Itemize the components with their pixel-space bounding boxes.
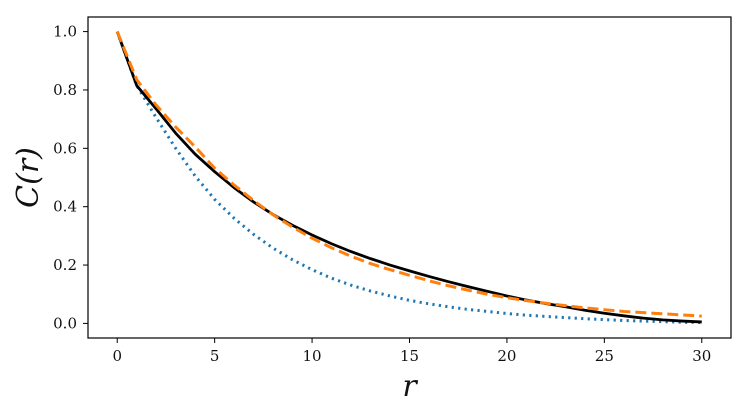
y-tick-label: 0.6 bbox=[53, 139, 77, 157]
series-line-dashed bbox=[115, 31, 702, 318]
y-tick-label: 0.0 bbox=[53, 314, 77, 332]
x-tick-label: 30 bbox=[692, 347, 711, 365]
y-axis-label: C(r) bbox=[11, 147, 46, 208]
x-tick-label: 15 bbox=[400, 347, 419, 365]
y-tick-label: 0.2 bbox=[53, 256, 77, 274]
plot-frame bbox=[87, 16, 732, 339]
axes-layer bbox=[83, 16, 732, 343]
y-tick-label: 0.8 bbox=[53, 81, 77, 99]
x-tick-label: 0 bbox=[112, 347, 122, 365]
x-tick-label: 20 bbox=[497, 347, 516, 365]
x-tick-label: 5 bbox=[210, 347, 220, 365]
labels-layer: 0 5 10 15 20 25 30 0.0 0.2 0.4 0.6 0.8 1.0 r C(r) bbox=[11, 23, 711, 404]
y-tick-label: 0.4 bbox=[53, 198, 77, 216]
series-line-solid bbox=[115, 31, 702, 324]
series-line-dotted bbox=[115, 31, 702, 325]
x-tick-label: 25 bbox=[595, 347, 614, 365]
series-layer bbox=[115, 31, 702, 325]
x-tick-label: 10 bbox=[303, 347, 322, 365]
x-axis-label: r bbox=[402, 369, 418, 404]
y-tick-label: 1.0 bbox=[53, 23, 77, 41]
